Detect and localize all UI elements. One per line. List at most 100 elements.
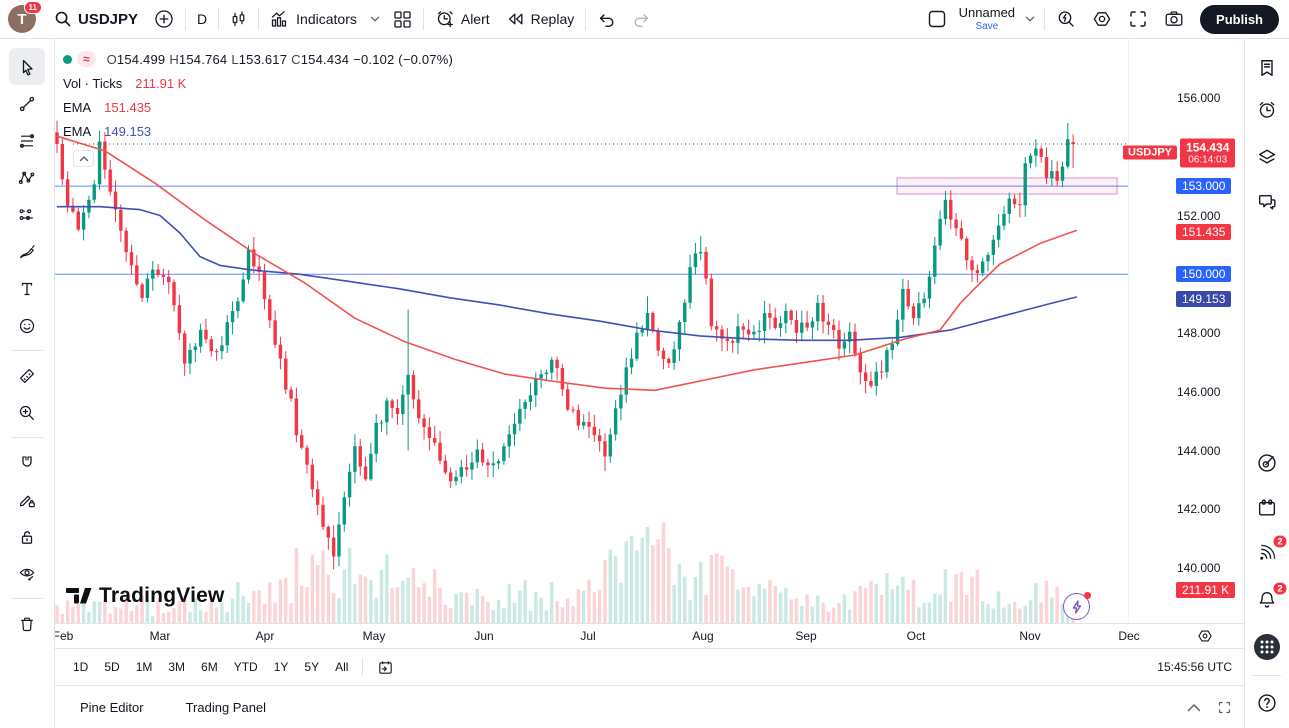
interval-button[interactable]: D: [189, 4, 215, 34]
price-axis[interactable]: 156.000 152.000 148.000 146.000 144.000 142.0…: [1123, 39, 1244, 623]
pattern-tool[interactable]: [9, 159, 45, 196]
lock-all-drawings-tool[interactable]: [9, 518, 45, 555]
range-ytd-button[interactable]: YTD: [233, 660, 258, 674]
toolbar-separator: [185, 8, 187, 30]
alert-button[interactable]: Alert: [427, 4, 498, 34]
toolbar-separator: [422, 8, 424, 30]
hide-drawings-tool[interactable]: [9, 555, 45, 592]
notifications-button[interactable]: 2: [1257, 582, 1287, 611]
remove-drawings-tool[interactable]: [9, 605, 45, 642]
indicators-dropdown-chevron[interactable]: [365, 4, 385, 34]
ema-fast-label: EMA: [63, 99, 92, 115]
brush-tool[interactable]: [9, 233, 45, 270]
panel-expand-chevron-button[interactable]: [1187, 703, 1201, 712]
toolbar-separator: [1044, 8, 1046, 30]
text-tool[interactable]: [9, 270, 45, 307]
time-axis-month: Apr: [255, 629, 275, 643]
prediction-tool[interactable]: [9, 196, 45, 233]
volume-legend-row[interactable]: Vol · Ticks 211.91 K: [63, 71, 453, 95]
calendar-button[interactable]: [1257, 498, 1278, 519]
object-tree-button[interactable]: [1257, 148, 1278, 167]
trading-panel-tab[interactable]: Trading Panel: [185, 699, 267, 715]
chevron-down-icon: [1024, 13, 1036, 25]
layout-name-button[interactable]: Unnamed Save: [955, 5, 1019, 32]
quick-search-button[interactable]: [1048, 4, 1084, 34]
ema-price-label: 151.435: [1176, 224, 1232, 241]
gear-nut-icon: [1092, 9, 1112, 29]
range-5y-button[interactable]: 5Y: [304, 660, 320, 674]
publish-button[interactable]: Publish: [1200, 4, 1279, 34]
watchlist-button[interactable]: [1257, 58, 1277, 78]
time-axis[interactable]: Feb Mar Apr May Jun Jul Aug Sep Oct Nov Dec: [55, 623, 1244, 648]
brush-icon: [18, 243, 36, 261]
range-1y-button[interactable]: 1Y: [273, 660, 289, 674]
undo-button[interactable]: [589, 4, 624, 34]
time-axis-month: May: [362, 629, 386, 643]
redo-arrow-icon: [632, 11, 651, 28]
fullscreen-button[interactable]: [1120, 4, 1156, 34]
smiley-icon: [18, 317, 36, 335]
forecast-icon: [18, 206, 36, 224]
indicators-button[interactable]: Indicators: [262, 4, 365, 34]
ema-fast-legend-row[interactable]: EMA 151.435: [63, 95, 453, 119]
settings-button[interactable]: [1084, 4, 1120, 34]
time-axis-settings-icon[interactable]: [1197, 628, 1213, 644]
range-1m-button[interactable]: 1M: [135, 660, 153, 674]
chart-canvas[interactable]: ≈ O154.499 H154.764 L153.617 C154.434 −0…: [55, 39, 1128, 623]
layout-select-button[interactable]: [919, 4, 955, 34]
emoji-tool[interactable]: [9, 307, 45, 344]
alerts-button[interactable]: [1257, 100, 1278, 121]
measure-tool[interactable]: [9, 357, 45, 394]
redo-button[interactable]: [624, 4, 659, 34]
range-all-button[interactable]: All: [335, 660, 349, 674]
pine-editor-tab[interactable]: Pine Editor: [80, 699, 144, 715]
toolbar-separator: [218, 8, 220, 30]
symbol-search-button[interactable]: USDJPY: [46, 4, 146, 34]
range-1d-button[interactable]: 1D: [73, 660, 89, 674]
apps-menu-button[interactable]: [1252, 632, 1282, 662]
time-axis-month: Mar: [149, 629, 171, 643]
help-button[interactable]: [1256, 692, 1278, 714]
zoom-in-tool[interactable]: [9, 394, 45, 431]
range-6m-button[interactable]: 6M: [201, 660, 218, 674]
screenshot-button[interactable]: [1156, 4, 1192, 34]
symbol-name: USDJPY: [78, 10, 139, 28]
trend-line-tool[interactable]: [9, 85, 45, 122]
layout-name-label: Unnamed: [958, 5, 1016, 21]
layout-dropdown-chevron[interactable]: [1019, 4, 1041, 34]
range-5d-button[interactable]: 5D: [104, 660, 120, 674]
main-area: ≈ O154.499 H154.764 L153.617 C154.434 −0…: [0, 39, 1289, 728]
layers-icon: [1257, 148, 1278, 167]
chart-style-button[interactable]: [222, 4, 255, 34]
legend-collapse-button[interactable]: [73, 150, 94, 167]
magnet-tool[interactable]: [9, 444, 45, 481]
grid-layout-icon: [393, 10, 412, 29]
replay-button[interactable]: Replay: [498, 4, 583, 34]
toolbar-separator: [585, 8, 587, 30]
go-to-date-button[interactable]: [369, 655, 402, 680]
data-mode-badge[interactable]: ≈: [77, 51, 96, 67]
bottom-panel-controls: [1187, 700, 1232, 715]
layout-grid-button[interactable]: [385, 4, 420, 34]
stay-in-drawing-mode-tool[interactable]: [9, 481, 45, 518]
chat-button[interactable]: [1257, 192, 1278, 212]
screener-button[interactable]: [1256, 452, 1278, 474]
clock-timezone-button[interactable]: 15:45:56 UTC: [1157, 660, 1232, 674]
volume-label: Vol · Ticks: [63, 75, 123, 91]
ema-slow-legend-row[interactable]: EMA 149.153: [63, 119, 453, 143]
cursor-tool[interactable]: [9, 48, 45, 85]
fib-retracement-tool[interactable]: [9, 122, 45, 159]
range-3m-button[interactable]: 3M: [168, 660, 186, 674]
technicals-flash-button[interactable]: [1063, 592, 1091, 620]
drawing-toolbar: [0, 39, 55, 728]
save-link[interactable]: Save: [975, 20, 999, 32]
streams-button[interactable]: 2: [1257, 535, 1287, 564]
pencil-lock-icon: [18, 491, 36, 509]
panel-maximize-button[interactable]: [1217, 700, 1232, 715]
compare-add-button[interactable]: [146, 4, 182, 34]
time-axis-month: Dec: [1118, 629, 1140, 643]
user-avatar[interactable]: T 11: [8, 1, 42, 33]
chevron-up-icon: [79, 155, 89, 163]
cursor-icon: [18, 58, 36, 76]
